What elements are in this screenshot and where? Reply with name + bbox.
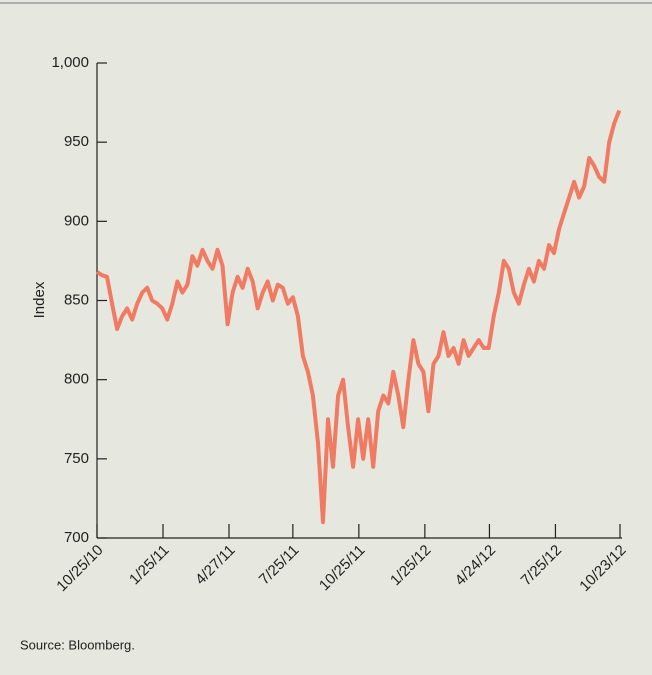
y-tick-label: 950 [64,133,89,150]
y-tick-label: 1,000 [51,54,89,71]
y-tick-label: 700 [64,529,89,546]
y-tick-label: 750 [64,450,89,467]
y-tick-label: 900 [64,212,89,229]
y-tick-label: 850 [64,291,89,308]
y-tick-label: 800 [64,371,89,388]
source-note: Source: Bloomberg. [20,637,135,652]
line-series [95,109,622,525]
y-axis-label: Index [31,281,48,318]
